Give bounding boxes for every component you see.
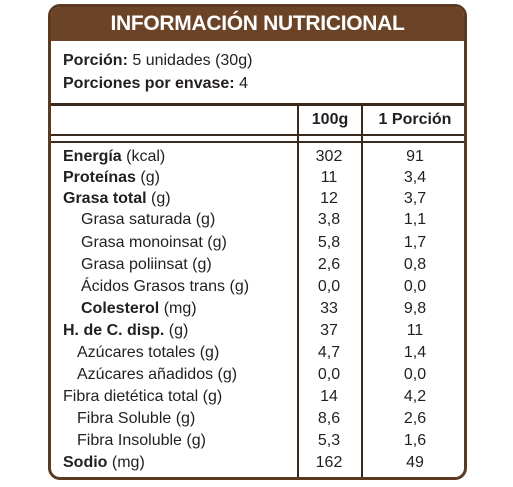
value-per-100g: 5,3 [317,432,341,449]
nutrient-row: Grasa monoinsat (g) 5,8 1,7 [51,232,464,253]
nutrient-unit: (g) [164,322,189,339]
value-per-portion: 1,7 [403,234,427,251]
value-per-portion: 0,0 [403,366,427,383]
nutrient-name: Proteínas (g) [63,167,160,188]
value-per-100g: 8,6 [317,410,341,427]
value-per-100g: 5,8 [317,234,341,251]
header-rule-double [51,141,464,143]
portion-line: Porción: 5 unidades (30g) [63,51,252,71]
value-per-portion: 1,6 [403,432,427,449]
nutrition-facts-panel: INFORMACIÓN NUTRICIONAL Porción: 5 unida… [48,4,467,480]
nutrient-name: Grasa monoinsat (g) [81,232,227,253]
header-rule [51,134,464,136]
nutrient-row: Azúcares añadidos (g) 0,0 0,0 [51,364,464,385]
value-per-100g: 162 [315,454,343,471]
column-header-portion: 1 Porción [378,111,452,128]
nutrient-row: Sodio (mg) 162 49 [51,452,464,473]
nutrient-name: Fibra Soluble (g) [77,408,195,429]
nutrient-name: Grasa poliinsat (g) [81,254,212,275]
column-divider-1 [297,104,299,477]
nutrient-name: Sodio (mg) [63,452,145,473]
nutrient-unit: Ácidos Grasos trans (g) [81,278,250,295]
value-per-100g: 3,8 [317,211,341,228]
nutrient-unit: Fibra Insoluble (g) [77,432,206,449]
panel-title: INFORMACIÓN NUTRICIONAL [51,7,464,41]
value-per-portion: 49 [406,454,424,471]
value-per-portion: 3,7 [403,190,427,207]
nutrient-unit: Grasa poliinsat (g) [81,256,212,273]
value-per-100g: 4,7 [317,344,341,361]
nutrient-row: H. de C. disp. (g) 37 11 [51,320,464,341]
nutrient-name-bold: Colesterol [81,300,160,317]
nutrient-name-bold: Grasa total [63,190,147,207]
value-per-portion: 0,0 [403,278,427,295]
portion-value: 5 unidades (30g) [132,52,253,69]
nutrient-name: Ácidos Grasos trans (g) [81,276,249,297]
nutrient-name-bold: Energía [63,148,122,165]
nutrient-row: Azúcares totales (g) 4,7 1,4 [51,342,464,363]
value-per-100g: 0,0 [317,278,341,295]
nutrient-row: Ácidos Grasos trans (g) 0,0 0,0 [51,276,464,297]
value-per-100g: 14 [320,388,338,405]
value-per-100g: 11 [320,169,338,186]
nutrient-unit: Grasa monoinsat (g) [81,234,227,251]
nutrient-unit: (kcal) [121,148,166,165]
value-per-portion: 2,6 [403,410,427,427]
nutrient-name: Fibra Insoluble (g) [77,430,206,451]
value-per-portion: 4,2 [403,388,427,405]
nutrient-row: Grasa poliinsat (g) 2,6 0,8 [51,254,464,275]
value-per-100g: 302 [315,148,343,165]
column-header-100g: 100g [311,111,349,128]
nutrient-name: Colesterol (mg) [81,298,197,319]
nutrient-row: Fibra Insoluble (g) 5,3 1,6 [51,430,464,451]
portion-label: Porción: [63,52,128,69]
nutrient-row: Fibra dietética total (g) 14 4,2 [51,386,464,407]
nutrient-unit: Fibra Soluble (g) [77,410,196,427]
top-rule [51,103,464,106]
column-divider-2 [361,104,363,477]
nutrient-name-bold: Proteínas [63,169,136,186]
value-per-100g: 0,0 [317,366,341,383]
nutrient-row: Energía (kcal) 302 91 [51,146,464,167]
nutrient-unit: (mg) [107,454,145,471]
value-per-100g: 12 [320,190,338,207]
nutrient-row: Colesterol (mg) 33 9,8 [51,298,464,319]
nutrient-name-bold: H. de C. disp. [63,322,165,339]
nutrient-row: Grasa total (g) 12 3,7 [51,188,464,209]
nutrient-name: H. de C. disp. (g) [63,320,188,341]
nutrient-name-bold: Sodio [63,454,108,471]
value-per-portion: 3,4 [403,169,427,186]
nutrient-unit: (g) [146,190,171,207]
nutrient-name: Azúcares añadidos (g) [77,364,237,385]
nutrient-unit: (g) [135,169,160,186]
nutrient-name: Azúcares totales (g) [77,342,219,363]
nutrient-unit: Fibra dietética total (g) [63,388,223,405]
nutrient-unit: (mg) [159,300,197,317]
nutrient-row: Fibra Soluble (g) 8,6 2,6 [51,408,464,429]
nutrient-unit: Azúcares añadidos (g) [77,366,238,383]
nutrient-unit: Azúcares totales (g) [77,344,220,361]
servings-per-container-label: Porciones por envase: [63,75,235,92]
nutrient-name: Fibra dietética total (g) [63,386,222,407]
value-per-portion: 9,8 [403,300,427,317]
value-per-portion: 1,4 [403,344,427,361]
nutrient-unit: Grasa saturada (g) [81,211,216,228]
value-per-portion: 11 [406,322,424,339]
nutrient-name: Grasa saturada (g) [81,209,215,230]
value-per-portion: 0,8 [403,256,427,273]
value-per-100g: 37 [320,322,338,339]
value-per-portion: 1,1 [403,211,427,228]
servings-per-container-line: Porciones por envase: 4 [63,74,248,94]
nutrient-row: Grasa saturada (g) 3,8 1,1 [51,209,464,230]
value-per-100g: 2,6 [317,256,341,273]
value-per-portion: 91 [406,148,424,165]
nutrient-row: Proteínas (g) 11 3,4 [51,167,464,188]
value-per-100g: 33 [320,300,338,317]
servings-per-container-value: 4 [239,75,248,92]
nutrient-name: Grasa total (g) [63,188,171,209]
nutrient-name: Energía (kcal) [63,146,165,167]
